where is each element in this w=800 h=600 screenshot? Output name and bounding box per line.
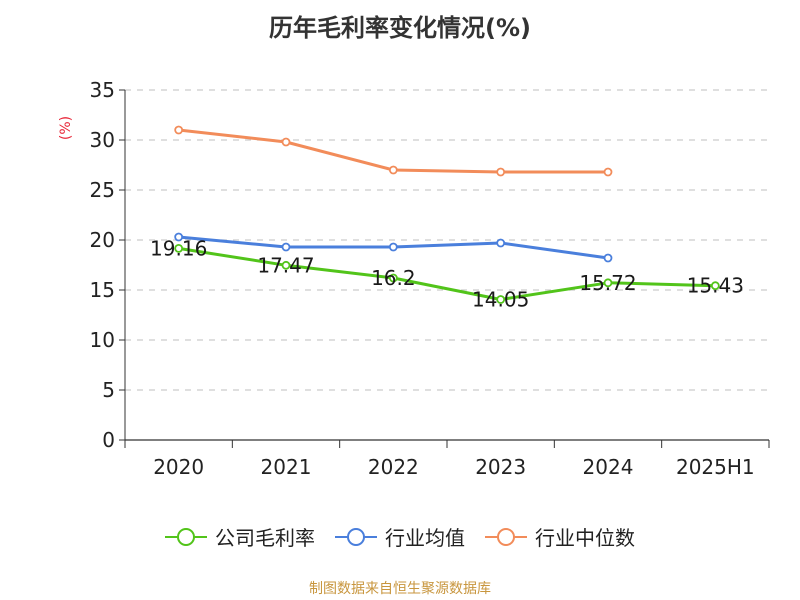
data-point [710,281,720,291]
legend-label: 公司毛利率 [215,526,315,550]
data-point [281,260,291,270]
legend-item[interactable]: 行业中位数 [485,526,635,550]
x-tick-label: 2025H1 [676,455,755,479]
y-tick-label: 30 [90,128,115,152]
data-point [603,278,613,288]
series-2 [174,125,613,177]
data-label: 15.43 [687,274,744,298]
series-lines [174,125,720,304]
y-tick-label: 0 [102,428,115,452]
data-point [388,165,398,175]
legend-item[interactable]: 行业均值 [335,526,465,550]
data-label: 14.05 [472,288,529,312]
legend-circle-icon [497,528,515,546]
data-label: 19.16 [150,236,207,260]
legend[interactable]: 公司毛利率 行业均值 行业中位数 [165,526,635,550]
x-tick-label: 2021 [261,455,312,479]
data-label: 16.2 [371,266,416,290]
series-line [178,246,716,301]
x-tick-label: 2023 [475,455,526,479]
data-point [496,238,506,248]
legend-label: 行业均值 [385,526,465,550]
data-point [174,125,184,135]
legend-label: 行业中位数 [535,526,635,550]
y-tick-label: 20 [90,228,115,252]
x-tick-label: 2024 [583,455,634,479]
data-point [281,242,291,252]
series-1 [174,232,613,263]
legend-circle-icon [177,528,195,546]
data-point [174,243,184,253]
data-point [388,242,398,252]
y-tick-label: 25 [90,178,115,202]
data-label: 17.47 [257,253,314,277]
data-point [281,137,291,147]
source-note: 制图数据来自恒生聚源数据库 [309,581,491,597]
data-point [603,253,613,263]
y-axis-label: (%) [58,116,74,140]
data-point [174,232,184,242]
data-point [496,295,506,304]
series-0 [174,243,720,304]
x-tick-label: 2020 [153,455,204,479]
legend-item[interactable]: 公司毛利率 [165,526,315,550]
y-tick-label: 10 [90,328,115,352]
data-labels: 19.16 17.47 16.2 14.05 15.72 15.43 [150,236,744,311]
data-label: 15.72 [579,271,636,295]
x-tick-label: 2022 [368,455,419,479]
y-tick-label: 5 [102,378,115,402]
data-point [388,273,398,283]
data-point [496,167,506,177]
y-tick-label: 15 [90,278,115,302]
legend-circle-icon [347,528,365,546]
axes: 0 5 10 15 20 25 30 35 (%) 2020 2021 2022 2023 2024 202… [58,78,770,479]
y-tick-label: 35 [90,78,115,102]
data-point [603,167,613,177]
chart-title: 历年毛利率变化情况(%) [269,14,531,42]
